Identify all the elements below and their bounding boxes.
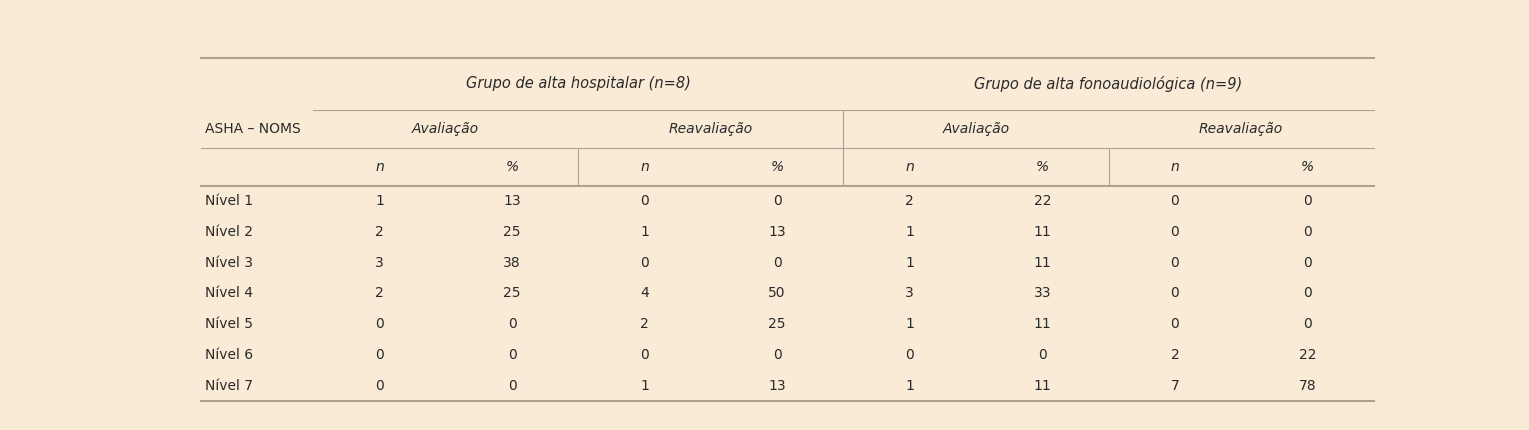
Text: 0: 0 <box>375 317 384 331</box>
Text: 0: 0 <box>905 348 914 362</box>
Text: Avaliação: Avaliação <box>942 122 1009 135</box>
Text: 78: 78 <box>1298 379 1316 393</box>
Text: Reavaliação: Reavaliação <box>668 122 752 135</box>
Text: 2: 2 <box>641 317 648 331</box>
Text: 11: 11 <box>1034 256 1050 270</box>
Text: 7: 7 <box>1171 379 1179 393</box>
Text: 0: 0 <box>1171 286 1179 301</box>
Text: 0: 0 <box>1171 317 1179 331</box>
Text: 0: 0 <box>772 348 781 362</box>
Text: 25: 25 <box>503 225 521 239</box>
Text: 0: 0 <box>508 317 517 331</box>
Text: 0: 0 <box>772 194 781 208</box>
Text: 1: 1 <box>905 317 914 331</box>
Text: 1: 1 <box>641 225 648 239</box>
Text: 4: 4 <box>641 286 648 301</box>
Text: %: % <box>1035 160 1049 174</box>
Text: 1: 1 <box>905 379 914 393</box>
Text: ASHA – NOMS: ASHA – NOMS <box>205 122 301 135</box>
Text: 2: 2 <box>375 286 384 301</box>
Text: 11: 11 <box>1034 225 1050 239</box>
Text: 25: 25 <box>769 317 786 331</box>
Text: Nível 7: Nível 7 <box>205 379 254 393</box>
Text: 0: 0 <box>375 348 384 362</box>
Text: 13: 13 <box>769 225 786 239</box>
Text: 0: 0 <box>1303 317 1312 331</box>
Text: 0: 0 <box>1303 194 1312 208</box>
Text: 25: 25 <box>503 286 521 301</box>
Text: 13: 13 <box>769 379 786 393</box>
Text: n: n <box>905 160 914 174</box>
Text: %: % <box>1301 160 1313 174</box>
Text: n: n <box>641 160 648 174</box>
Text: 50: 50 <box>769 286 786 301</box>
Text: Nível 6: Nível 6 <box>205 348 254 362</box>
Text: Grupo de alta hospitalar (n=8): Grupo de alta hospitalar (n=8) <box>466 77 691 92</box>
Text: 2: 2 <box>375 225 384 239</box>
Text: 13: 13 <box>503 194 521 208</box>
Text: Avaliação: Avaliação <box>413 122 479 135</box>
Text: 11: 11 <box>1034 379 1050 393</box>
Text: Nível 4: Nível 4 <box>205 286 254 301</box>
Text: 33: 33 <box>1034 286 1050 301</box>
Text: n: n <box>375 160 384 174</box>
Text: 0: 0 <box>1171 225 1179 239</box>
Text: 0: 0 <box>1303 225 1312 239</box>
Text: 0: 0 <box>1303 256 1312 270</box>
Text: Nível 1: Nível 1 <box>205 194 254 208</box>
Text: 0: 0 <box>508 348 517 362</box>
Text: 0: 0 <box>1303 286 1312 301</box>
Text: 0: 0 <box>772 256 781 270</box>
Text: Nível 5: Nível 5 <box>205 317 254 331</box>
Text: 3: 3 <box>375 256 384 270</box>
Text: 1: 1 <box>905 256 914 270</box>
Text: 0: 0 <box>641 348 648 362</box>
Text: 0: 0 <box>641 194 648 208</box>
Text: 22: 22 <box>1298 348 1316 362</box>
Text: 0: 0 <box>508 379 517 393</box>
Text: 11: 11 <box>1034 317 1050 331</box>
Text: 38: 38 <box>503 256 521 270</box>
Text: 0: 0 <box>1171 194 1179 208</box>
Text: 3: 3 <box>905 286 914 301</box>
Text: 0: 0 <box>1171 256 1179 270</box>
Text: %: % <box>771 160 784 174</box>
Text: Nível 3: Nível 3 <box>205 256 254 270</box>
Text: Reavaliação: Reavaliação <box>1199 122 1283 135</box>
Text: n: n <box>1171 160 1179 174</box>
Text: Grupo de alta fonoaudiológica (n=9): Grupo de alta fonoaudiológica (n=9) <box>974 76 1243 92</box>
Text: %: % <box>506 160 518 174</box>
Text: 0: 0 <box>375 379 384 393</box>
Text: 1: 1 <box>905 225 914 239</box>
Text: 1: 1 <box>375 194 384 208</box>
Text: 2: 2 <box>905 194 914 208</box>
Text: 0: 0 <box>641 256 648 270</box>
Text: Nível 2: Nível 2 <box>205 225 254 239</box>
Text: 1: 1 <box>641 379 648 393</box>
Text: 2: 2 <box>1171 348 1179 362</box>
Text: 0: 0 <box>1038 348 1047 362</box>
Text: 22: 22 <box>1034 194 1050 208</box>
